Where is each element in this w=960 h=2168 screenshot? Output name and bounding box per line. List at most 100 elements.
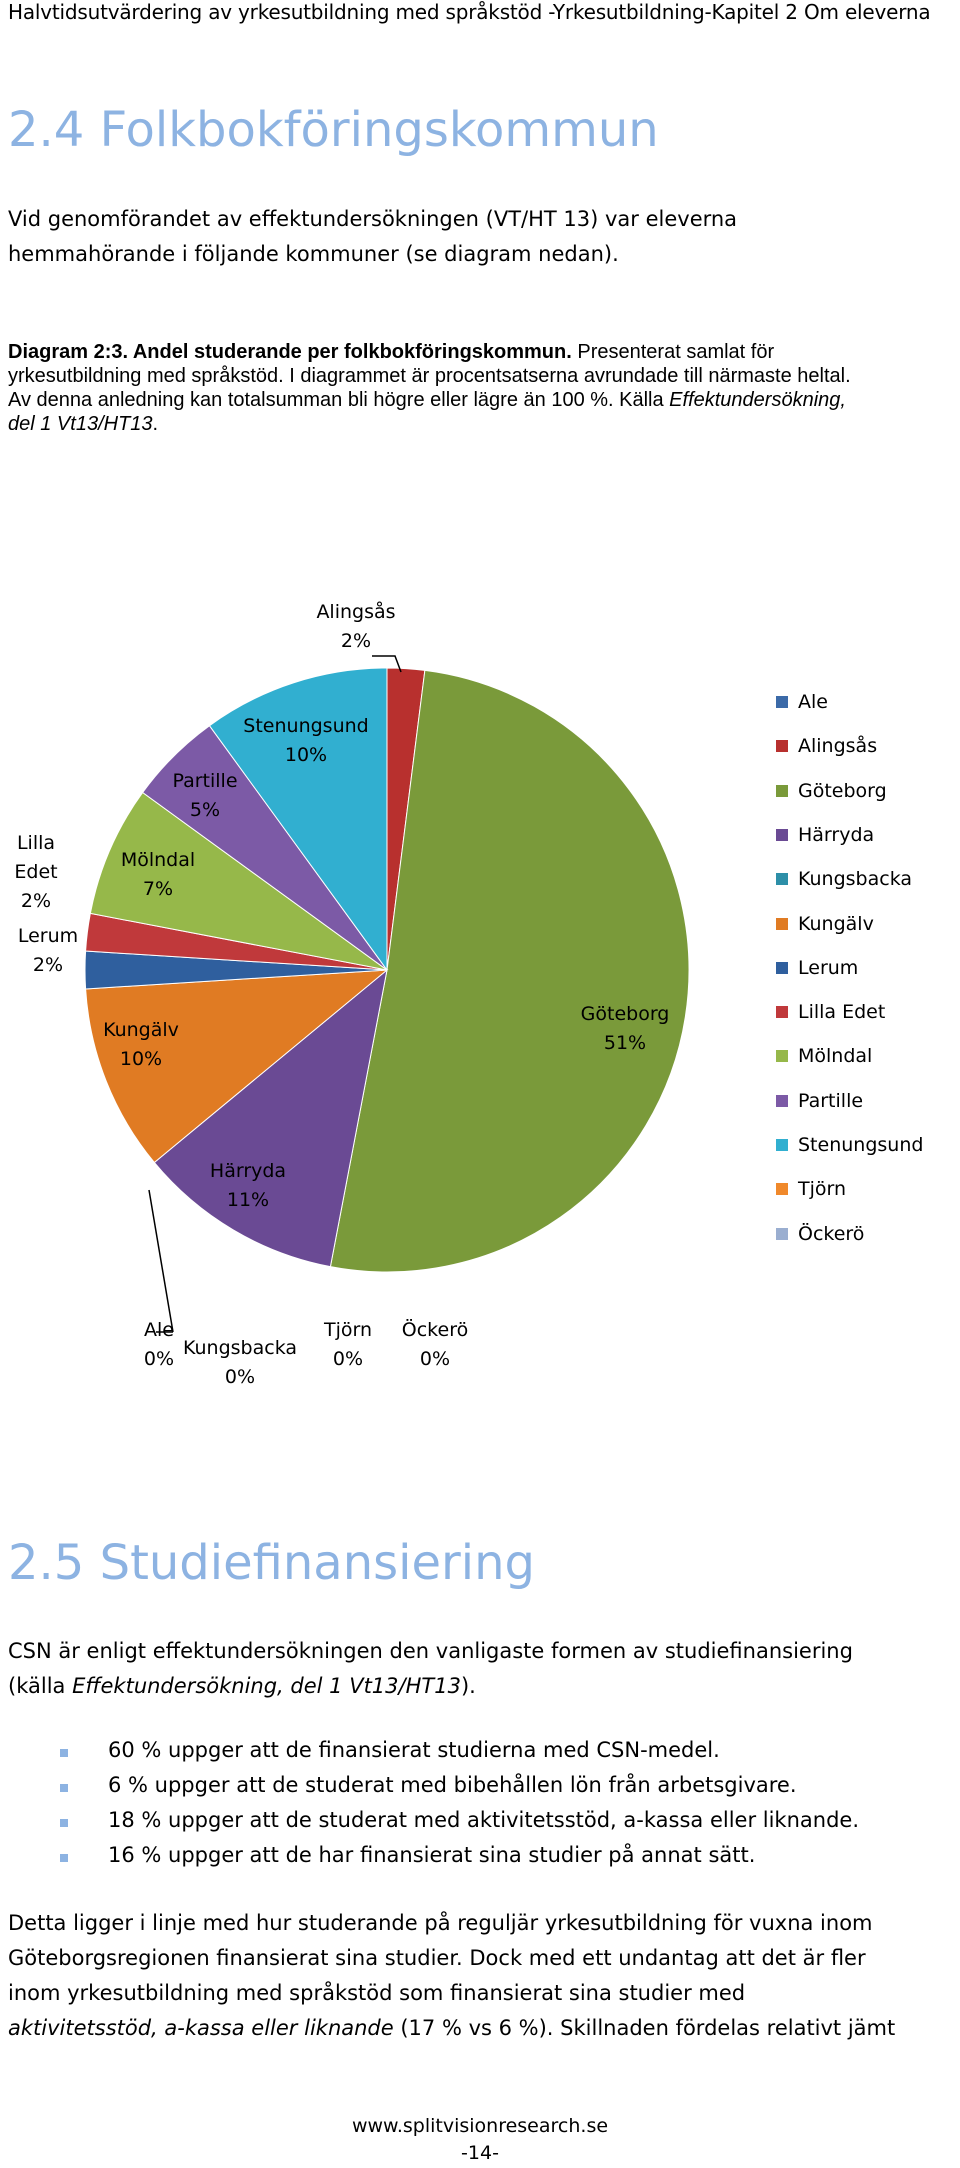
label-stenungsund-name: Stenungsund — [243, 715, 369, 737]
legend-label: Kungsbacka — [798, 868, 913, 891]
legend-label: Alingsås — [798, 735, 878, 758]
legend-label: Kungälv — [798, 912, 874, 935]
csn-intro-line-2: (källa Effektundersökning, del 1 Vt13/HT… — [8, 1669, 476, 1704]
legend-entry-kungsbacka: Kungsbacka — [776, 865, 912, 893]
legend-label: Härryda — [798, 823, 875, 846]
legend-entry-härryda: Härryda — [776, 821, 874, 849]
body-paragraph-line-2: Göteborgsregionen finansierat sina studi… — [8, 1946, 866, 1970]
legend-swatch — [776, 828, 788, 841]
legend-label: Öckerö — [798, 1222, 865, 1245]
legend-swatch — [776, 1139, 788, 1151]
legend-swatch — [776, 1094, 788, 1107]
legend-swatch — [776, 1006, 788, 1019]
pie-slice-mölndal — [89, 791, 388, 971]
section-heading-2-5: 2.5 Studiefinansiering — [8, 1535, 535, 1591]
label-ockero-pct: 0% — [419, 1348, 451, 1370]
body-line4-rest: (17 % vs 6 %). Skillnaden fördelas relat… — [393, 2016, 896, 2040]
label-lilla-edet-name: Lilla Edet — [14, 832, 58, 883]
legend-label: Göteborg — [798, 779, 887, 802]
label-harryda-pct: 11% — [226, 1189, 270, 1211]
legend-swatch — [776, 961, 788, 974]
legend-swatch — [776, 696, 788, 708]
diagram-caption-line-2: yrkesutbildning med språkstöd. I diagram… — [8, 365, 851, 387]
caption-bold: Diagram 2:3. Andel studerande per folkbo… — [8, 341, 572, 363]
intro-paragraph-line-2: hemmahörande i följande kommuner (se dia… — [8, 242, 619, 266]
label-kungsbacka-pct: 0% — [224, 1366, 256, 1388]
legend-entry-göteborg: Göteborg — [776, 777, 887, 805]
caption-line4-end: . — [152, 413, 159, 435]
body-paragraph-line-4: aktivitetsstöd, a-kassa eller liknande (… — [8, 2011, 895, 2046]
running-header: Halvtidsutvärdering av yrkesutbildning m… — [8, 0, 931, 24]
legend-entry-lerum: Lerum — [776, 954, 858, 982]
legend-swatch — [776, 1227, 788, 1240]
legend-label: Lilla Edet — [798, 1001, 886, 1024]
label-tjorn-name: Tjörn — [323, 1319, 373, 1341]
body-paragraph-line-3: inom yrkesutbildning med språkstöd som f… — [8, 1981, 746, 2005]
intro-paragraph-line-1: Vid genomförandet av effektundersökninge… — [8, 207, 738, 231]
label-goteborg-name: Göteborg — [580, 1003, 670, 1025]
body-italic-phrase: aktivitetsstöd, a-kassa eller liknande — [8, 2016, 394, 2040]
leader-alingsas — [372, 655, 402, 673]
legend-entry-mölndal: Mölndal — [776, 1042, 872, 1070]
legend-swatch — [776, 740, 788, 753]
label-alingsas-name: Alingsås — [316, 601, 396, 623]
diagram-caption-line-4: del 1 Vt13/HT13. — [8, 412, 158, 436]
legend-entry-kungälv: Kungälv — [776, 910, 874, 938]
label-partille: Partille 5% — [160, 767, 250, 825]
label-ale: Ale 0% — [134, 1316, 184, 1374]
label-stenungsund: Stenungsund 10% — [236, 712, 376, 770]
footer-url: www.splitvisionresearch.se — [351, 2115, 609, 2137]
pie-leader-lines — [148, 655, 402, 1333]
label-lilla-edet-pct: 2% — [20, 890, 52, 912]
pie-slice-göteborg — [329, 669, 690, 1273]
label-lilla-edet: Lilla Edet 2% — [8, 829, 64, 916]
label-kungsbacka: Kungsbacka 0% — [180, 1334, 300, 1392]
label-partille-name: Partille — [172, 770, 238, 792]
csn-intro-italic: Effektundersökning, del 1 Vt13/HT13 — [72, 1674, 461, 1698]
label-harryda-name: Härryda — [209, 1160, 287, 1182]
label-alingsas: Alingsås 2% — [296, 598, 416, 656]
pie-slices — [84, 667, 690, 1273]
pie-chart — [84, 655, 690, 1333]
caption-line4-italic: del 1 Vt13/HT13 — [8, 413, 153, 435]
label-ockero-name: Öckerö — [401, 1319, 469, 1341]
label-ockero: Öckerö 0% — [395, 1316, 475, 1374]
legend-entry-tjörn: Tjörn — [776, 1175, 846, 1203]
label-partille-pct: 5% — [189, 799, 221, 821]
legend-label: Lerum — [798, 956, 859, 979]
pie-slice-härryda — [153, 968, 388, 1268]
label-kungalv-name: Kungälv — [103, 1019, 179, 1041]
label-stenungsund-pct: 10% — [284, 744, 328, 766]
leader-ale — [148, 1189, 174, 1333]
label-lerum-pct: 2% — [32, 954, 64, 976]
label-goteborg-pct: 51% — [603, 1032, 647, 1054]
diagram-caption-line-3: Av denna anledning kan totalsumman bli h… — [8, 388, 846, 412]
label-lerum: Lerum 2% — [10, 922, 86, 980]
legend-entry-stenungsund: Stenungsund — [776, 1131, 923, 1159]
caption-rest: Presenterat samlat för — [571, 341, 775, 363]
label-ale-name: Ale — [144, 1319, 174, 1341]
label-molndal-pct: 7% — [142, 878, 174, 900]
legend-label: Ale — [798, 691, 828, 713]
label-goteborg: Göteborg 51% — [570, 1000, 680, 1058]
legend-swatch — [776, 917, 788, 930]
bullet-item: 6 % uppger att de studerat med bibehålle… — [108, 1773, 797, 1797]
label-kungalv-pct: 10% — [119, 1048, 163, 1070]
body-paragraph-line-1: Detta ligger i linje med hur studerande … — [8, 1911, 873, 1935]
label-kungsbacka-name: Kungsbacka — [182, 1337, 298, 1359]
legend-entry-öckerö: Öckerö — [776, 1220, 864, 1248]
csn-intro-open: (källa — [8, 1674, 73, 1698]
legend-entry-lilla-edet: Lilla Edet — [776, 998, 885, 1026]
legend-swatch — [776, 1183, 788, 1196]
legend-swatch — [776, 1050, 788, 1063]
legend-swatch — [776, 784, 788, 797]
legend-swatch — [776, 873, 788, 886]
legend-label: Stenungsund — [798, 1134, 924, 1156]
bullet-marker — [60, 1819, 68, 1827]
label-molndal: Mölndal 7% — [108, 846, 208, 904]
label-kungalv: Kungälv 10% — [96, 1016, 186, 1074]
bullet-marker — [60, 1854, 68, 1862]
caption-line3-italic: Effektundersökning, — [669, 389, 846, 411]
footer-page-number: -14- — [461, 2142, 499, 2164]
legend-label: Mölndal — [798, 1045, 873, 1068]
